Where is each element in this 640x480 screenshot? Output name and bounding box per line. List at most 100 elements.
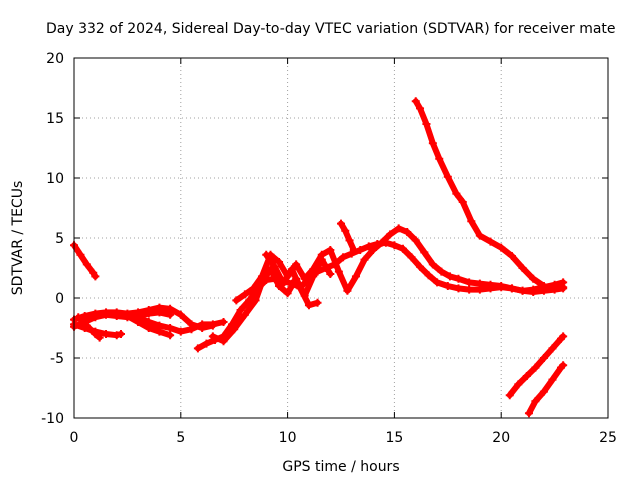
data-point-marker <box>559 361 568 370</box>
data-point-marker <box>411 236 420 245</box>
data-point-marker <box>300 274 309 283</box>
y-tick-label: -5 <box>50 351 64 367</box>
data-point-marker <box>155 308 164 317</box>
data-point-marker <box>91 272 100 281</box>
series-line-arc-1 <box>71 242 99 280</box>
data-point-marker <box>433 278 442 287</box>
data-point-marker <box>539 354 548 362</box>
data-point-marker <box>407 253 416 262</box>
data-point-marker <box>257 272 266 281</box>
data-point-marker <box>292 260 301 269</box>
data-point-marker <box>240 310 249 319</box>
chart-title: Day 332 of 2024, Sidereal Day-to-day VTE… <box>46 21 616 37</box>
data-point-marker <box>91 313 100 322</box>
x-tick-labels: 0 5 10 15 20 25 <box>70 430 617 446</box>
series-line-arc-13 <box>412 98 567 292</box>
data-point-marker <box>386 230 395 239</box>
data-point-marker <box>326 270 335 278</box>
data-point-marker <box>454 284 463 293</box>
data-point-marker <box>326 246 335 254</box>
data-series <box>70 97 568 418</box>
data-point-marker <box>251 296 260 305</box>
x-tick-label: 0 <box>70 430 79 446</box>
data-point-marker <box>424 271 433 280</box>
data-point-marker <box>166 331 175 340</box>
data-point-marker <box>531 397 540 406</box>
series-line-arc-5 <box>75 314 103 341</box>
data-point-marker <box>559 283 568 292</box>
data-point-marker <box>416 262 425 271</box>
data-point-marker <box>497 243 506 252</box>
data-point-marker <box>287 265 296 274</box>
data-point-marker <box>505 391 514 400</box>
data-point-marker <box>262 250 271 259</box>
data-point-marker <box>529 274 538 283</box>
x-tick-label: 20 <box>492 430 510 446</box>
data-point-marker <box>345 236 354 245</box>
data-point-marker <box>304 301 313 310</box>
data-point-marker <box>369 246 378 254</box>
data-point-marker <box>176 327 185 336</box>
data-point-marker <box>112 312 121 320</box>
data-point-marker <box>403 228 412 236</box>
data-point-marker <box>524 409 533 418</box>
data-point-marker <box>208 320 217 329</box>
data-point-marker <box>364 242 373 251</box>
data-point-marker <box>559 332 568 341</box>
data-point-marker <box>123 312 132 320</box>
data-point-marker <box>166 310 175 319</box>
y-axis-title: SDTVAR / TECUs <box>10 181 26 296</box>
y-tick-labels: -10 -5 0 5 10 15 20 <box>41 51 64 427</box>
data-point-marker <box>95 333 104 342</box>
data-point-marker <box>339 253 348 262</box>
data-point-marker <box>219 318 228 326</box>
data-point-marker <box>91 330 100 338</box>
data-point-marker <box>394 224 403 233</box>
data-point-marker <box>343 286 352 295</box>
data-point-marker <box>208 332 217 341</box>
data-point-marker <box>443 282 452 290</box>
series-line-arc-14 <box>506 333 567 399</box>
data-point-marker <box>351 272 360 281</box>
data-point-marker <box>377 238 386 247</box>
data-point-marker <box>341 226 350 235</box>
data-point-marker <box>522 372 531 380</box>
data-point-marker <box>486 280 495 289</box>
data-point-marker <box>452 189 461 198</box>
x-tick-label: 5 <box>176 430 185 446</box>
data-point-marker <box>187 325 196 334</box>
data-point-marker <box>283 289 292 298</box>
data-point-marker <box>416 104 425 113</box>
data-point-marker <box>529 285 538 294</box>
data-point-marker <box>531 363 540 372</box>
data-point-marker <box>360 255 369 264</box>
data-point-marker <box>202 339 211 348</box>
y-tick-label: 15 <box>46 111 64 127</box>
series-line-arc-8 <box>194 239 567 352</box>
data-point-marker <box>270 262 279 271</box>
x-tick-label: 25 <box>599 430 617 446</box>
series-line-arc-3 <box>71 309 174 330</box>
data-point-marker <box>155 321 164 330</box>
series-line-arc-9 <box>209 256 334 345</box>
data-point-marker <box>337 219 345 228</box>
data-point-marker <box>518 264 527 272</box>
data-point-marker <box>454 274 463 283</box>
data-point-marker <box>458 198 467 206</box>
data-point-marker <box>475 231 484 240</box>
data-point-marker <box>219 337 228 346</box>
y-tick-label: -10 <box>41 411 64 427</box>
data-point-marker <box>240 290 249 299</box>
data-point-marker <box>193 344 202 353</box>
data-point-marker <box>445 272 454 281</box>
data-point-marker <box>497 282 506 290</box>
data-point-marker <box>539 387 548 396</box>
data-point-marker <box>82 260 91 269</box>
data-point-marker <box>435 154 444 163</box>
data-point-marker <box>465 285 474 294</box>
gridlines <box>74 58 608 418</box>
data-point-marker <box>390 241 399 250</box>
x-axis-title: GPS time / hours <box>282 459 399 475</box>
data-point-marker <box>548 344 557 353</box>
